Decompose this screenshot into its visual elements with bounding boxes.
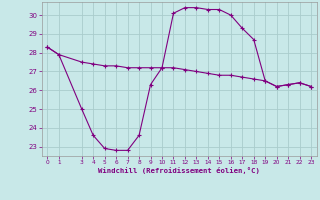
X-axis label: Windchill (Refroidissement éolien,°C): Windchill (Refroidissement éolien,°C) — [98, 167, 260, 174]
